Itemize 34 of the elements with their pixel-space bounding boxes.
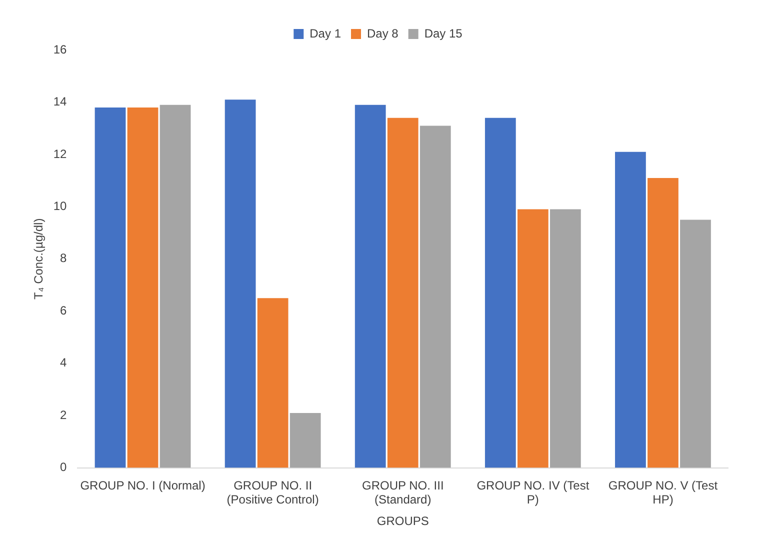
y-tick-label: 6	[60, 303, 68, 318]
x-tick-label: GROUP NO. IV (Test P)	[476, 478, 590, 507]
legend-label: Day 1	[310, 26, 342, 40]
bar	[484, 118, 516, 468]
y-tick-label: 14	[53, 94, 68, 109]
bar	[680, 220, 711, 468]
y-tick-label: 4	[60, 356, 68, 370]
bar	[517, 209, 548, 468]
bar	[160, 104, 191, 468]
y-tick-label: 2	[60, 408, 68, 422]
bar	[648, 178, 678, 468]
legend-label: Day 8	[366, 26, 399, 40]
y-tick-label: 16	[53, 42, 68, 56]
y-tick-label: 0	[60, 460, 68, 474]
bar	[224, 100, 256, 468]
x-tick-label: GROUP NO. I (Normal)	[80, 478, 206, 492]
bar	[257, 298, 288, 468]
bar	[94, 107, 126, 468]
bar	[615, 152, 646, 468]
x-tick-label: GROUP NO. III (Standard)	[362, 478, 444, 507]
bar	[387, 118, 418, 468]
x-axis-title: GROUPS	[376, 514, 429, 528]
y-tick-label: 12	[53, 146, 68, 161]
bar	[420, 126, 451, 468]
y-tick-label: 8	[60, 251, 68, 266]
bar	[127, 107, 158, 468]
y-tick-label: 10	[53, 198, 68, 213]
legend-label: Day 15	[424, 26, 463, 40]
bar	[550, 209, 581, 468]
y-axis-title: T₄ Conc.(µg/dl)	[32, 218, 46, 300]
x-tick-label: GROUP NO. V (Test HP)	[608, 478, 718, 507]
bar	[354, 104, 386, 468]
bar	[290, 412, 321, 468]
x-tick-label: GROUP NO. II (Positive Control)	[226, 478, 319, 507]
